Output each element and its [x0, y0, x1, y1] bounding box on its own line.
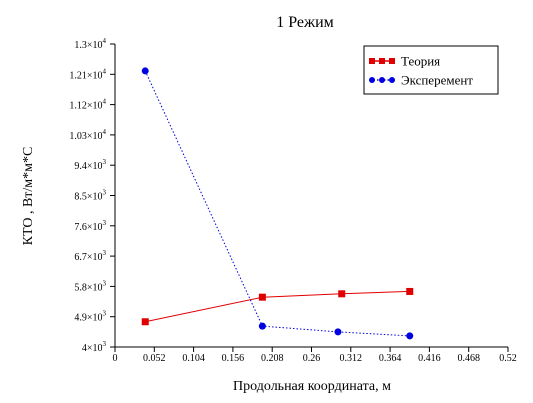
series-1-point — [406, 287, 414, 295]
y-tick-label: 5.8×103 — [74, 279, 106, 293]
y-axis-title: КТО , Вт/м*м*С — [21, 147, 36, 246]
y-tick-label: 6.7×103 — [74, 249, 106, 263]
legend-marker — [369, 77, 375, 83]
x-tick-label: 0.52 — [499, 353, 517, 364]
legend-marker — [379, 58, 385, 64]
y-tick-label: 1.12×104 — [69, 98, 106, 112]
x-tick-label: 0.312 — [340, 353, 363, 364]
series-line-2 — [144, 70, 410, 337]
x-tick-label: 0.364 — [379, 353, 402, 364]
y-tick-label: 4×103 — [82, 340, 107, 354]
series-line-1 — [145, 290, 410, 323]
x-tick-label: 0.468 — [457, 353, 480, 364]
y-tick-label: 7.6×103 — [74, 219, 106, 233]
series-1-point — [141, 318, 149, 326]
legend-marker — [369, 58, 375, 64]
series-2-point — [334, 328, 342, 336]
x-tick-label: 0.208 — [261, 353, 284, 364]
legend-label: Эксперемент — [401, 73, 473, 88]
legend-box — [363, 45, 499, 95]
legend-marker — [389, 77, 395, 83]
x-tick-label: 0.156 — [222, 353, 245, 364]
x-axis-ticks: 0 0.052 0.104 0.156 0.208 0.26 0.312 0.364 0.416… — [113, 347, 517, 364]
y-axis-ticks: 4×103 4.9×103 5.8×103 6.7×103 7.6×103 8.5×103… — [69, 37, 115, 354]
legend-marker — [379, 77, 385, 83]
legend-label: Теория — [401, 54, 440, 69]
series-2-point — [141, 67, 149, 75]
series-2-point — [406, 332, 414, 340]
series-1-point — [338, 290, 346, 298]
x-tick-label: 0.052 — [143, 353, 166, 364]
legend-marker — [389, 58, 395, 64]
chart-title: 1 Режим — [276, 14, 334, 31]
series-1-point — [258, 293, 266, 301]
y-tick-label: 1.3×104 — [74, 37, 106, 51]
x-tick-label: 0.104 — [182, 353, 205, 364]
series-2-point — [258, 322, 266, 330]
y-tick-label: 9.4×103 — [74, 158, 106, 172]
x-tick-label: 0 — [113, 353, 118, 364]
legend: Теория Эксперемент — [363, 45, 499, 95]
y-tick-label: 8.5×103 — [74, 189, 106, 203]
y-tick-label: 1.03×104 — [69, 128, 106, 142]
x-tick-label: 0.416 — [418, 353, 441, 364]
x-axis-title: Продольная координата, м — [233, 379, 391, 394]
x-tick-label: 0.26 — [303, 353, 321, 364]
plot-area — [141, 67, 414, 340]
legend-items: Теория Эксперемент — [369, 54, 473, 88]
y-tick-label: 1.21×104 — [69, 67, 106, 81]
y-tick-label: 4.9×103 — [74, 310, 106, 324]
